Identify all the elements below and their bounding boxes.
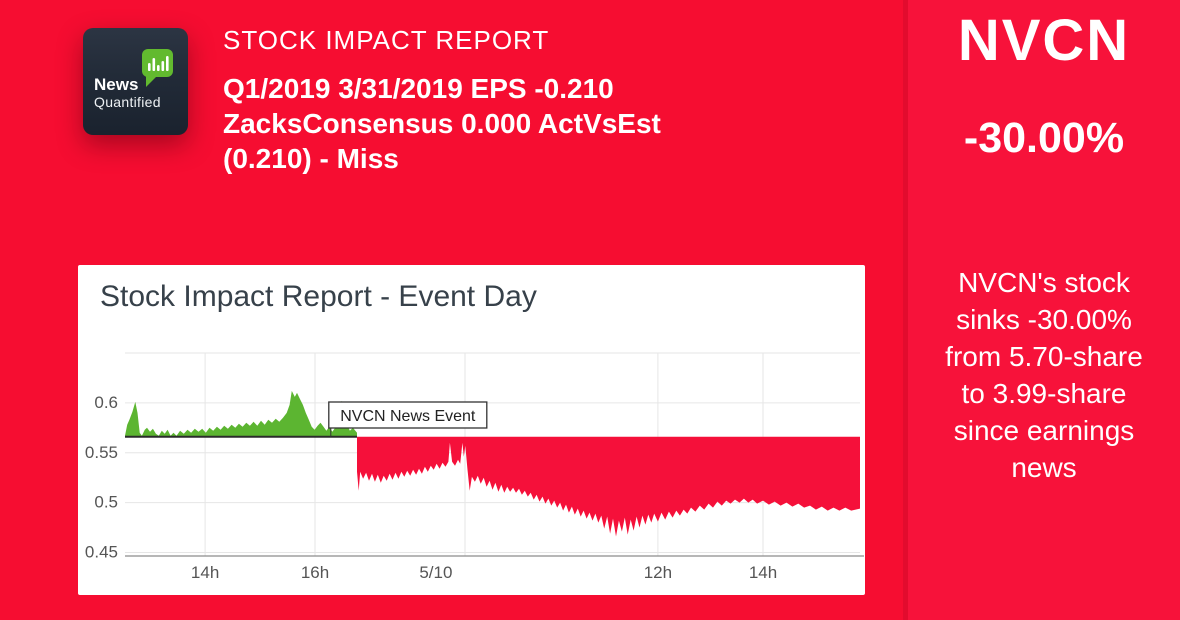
y-tick-label: 0.55	[85, 443, 118, 462]
news-event-flag[interactable]	[328, 401, 488, 429]
ticker-symbol: NVCN	[957, 8, 1131, 73]
headline-line-3: (0.210) - Miss	[223, 143, 399, 174]
y-tick-label: 0.5	[94, 493, 118, 512]
summary-text: NVCN's stock sinks -30.00% from 5.70-sha…	[945, 267, 1143, 483]
headline-line-1: Q1/2019 3/31/2019 EPS -0.210	[223, 73, 614, 104]
logo-word-news: News	[94, 75, 139, 94]
chart-panel: Stock Impact Report - Event Day 0.6 0.55 0…	[78, 265, 865, 595]
news-quantified-logo: News Quantified	[83, 28, 188, 135]
side-panel: NVCN -30.00% NVCN's stock sinks -30.00% …	[908, 0, 1180, 620]
y-tick-label: 0.6	[94, 393, 118, 412]
x-tick-label: 5/10	[419, 563, 452, 582]
x-tick-label: 14h	[191, 563, 219, 582]
x-tick-label: 12h	[644, 563, 672, 582]
report-kicker: STOCK IMPACT REPORT	[223, 25, 550, 55]
stock-chart: 0.6 0.55 0.5 0.45 14h 16h 5/10 12h 14h NVCN News …	[85, 352, 864, 582]
news-event-flag-label: NVCN News Event	[340, 408, 476, 425]
panel-divider	[903, 0, 908, 620]
pre-event-area	[125, 390, 357, 437]
logo-word-quantified: Quantified	[94, 94, 161, 110]
chart-title: Stock Impact Report - Event Day	[100, 280, 537, 313]
report-headline: Q1/2019 3/31/2019 EPS -0.210 ZacksConsen…	[223, 71, 661, 176]
headline-line-2: ZacksConsensus 0.000 ActVsEst	[223, 108, 661, 139]
logo-bar-chart-bars	[148, 56, 169, 71]
y-tick-label: 0.45	[85, 543, 118, 562]
percent-change: -30.00%	[963, 114, 1125, 162]
logo-wordmark: News Quantified	[94, 75, 161, 110]
x-tick-label: 16h	[301, 563, 329, 582]
x-tick-label: 14h	[749, 563, 777, 582]
bar-chart-speech-bubble-icon	[142, 49, 173, 87]
post-event-area	[357, 436, 860, 537]
